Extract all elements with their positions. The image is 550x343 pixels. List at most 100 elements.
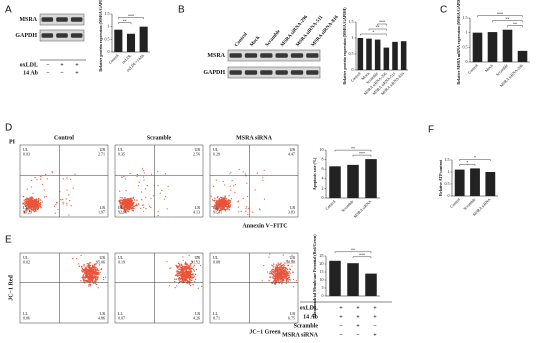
event-dot (125, 190, 127, 192)
event-dot (277, 280, 279, 282)
treatment-sign: − (356, 332, 360, 338)
event-dot (170, 267, 172, 269)
quadrant-name: UR (194, 147, 200, 152)
event-dot (263, 169, 265, 171)
event-dot (186, 263, 189, 265)
event-dot (82, 280, 85, 282)
event-dot (138, 181, 140, 183)
event-dot (228, 204, 230, 207)
event-dot (288, 278, 291, 281)
event-dot (174, 274, 177, 276)
event-dot (183, 271, 185, 274)
event-dot (247, 213, 249, 216)
event-dot (182, 260, 184, 262)
event-dot (217, 199, 219, 201)
event-dot (32, 201, 34, 204)
event-dot (186, 282, 188, 284)
event-dot (292, 271, 294, 273)
event-dot (122, 212, 124, 214)
event-dot (56, 202, 58, 204)
event-dot (223, 205, 225, 208)
blot-band (41, 17, 54, 22)
event-dot (254, 189, 256, 191)
event-dot (280, 276, 282, 278)
event-dot (22, 202, 24, 204)
sig-label: ** (376, 25, 380, 30)
blot-band (260, 70, 273, 75)
event-dot (38, 197, 40, 200)
event-dot (283, 280, 285, 282)
event-dot (176, 285, 178, 287)
event-dot (286, 268, 289, 271)
event-dot (182, 274, 184, 276)
event-dot (179, 266, 181, 268)
event-dot (193, 276, 195, 278)
treatment-sign: − (373, 323, 377, 329)
event-dot (270, 276, 272, 278)
event-dot (137, 185, 140, 187)
event-dot (218, 199, 221, 202)
event-dot (26, 207, 28, 209)
event-dot (280, 278, 282, 281)
treatment-label: MSRA siRNA (282, 332, 319, 338)
sig-bracket (334, 251, 372, 254)
sig-label: ** (123, 18, 127, 23)
quadrant-name: UL (213, 255, 219, 260)
event-dot (227, 203, 229, 205)
bar (114, 29, 123, 52)
y-axis-label: Relative protein expression (MSRA/GAPDH) (98, 0, 103, 72)
event-dot (121, 201, 123, 204)
event-dot (275, 269, 277, 271)
event-dot (211, 198, 213, 200)
blot-band (306, 70, 319, 75)
event-dot (142, 168, 144, 170)
event-dot (25, 202, 27, 205)
sig-bracket (507, 25, 523, 28)
event-dot (84, 270, 86, 272)
event-dot (192, 284, 194, 286)
event-dot (189, 276, 192, 278)
y-axis-label: Relative ATP content (438, 159, 443, 196)
event-dot (28, 210, 30, 213)
event-dot (62, 198, 64, 201)
sig-label: *** (497, 11, 503, 16)
event-dot (157, 185, 159, 187)
event-dot (217, 212, 219, 214)
event-dot (97, 278, 99, 280)
event-dot (224, 208, 226, 211)
treatment-sign: + (373, 314, 377, 320)
event-dot (33, 199, 35, 201)
event-dot (213, 185, 215, 187)
event-dot (35, 201, 37, 204)
event-dot (127, 210, 130, 213)
event-dot (43, 189, 45, 191)
quadrant-name: UR (289, 255, 295, 260)
event-dot (186, 277, 188, 279)
event-dot (157, 171, 159, 173)
event-dot (274, 267, 277, 270)
event-dot (81, 268, 84, 270)
event-dot (62, 201, 64, 204)
event-dot (26, 204, 28, 206)
event-dot (217, 208, 219, 210)
event-dot (92, 265, 94, 267)
sig-label: * (474, 155, 476, 160)
event-dot (273, 263, 275, 265)
event-dot (40, 207, 42, 209)
y-tick-label: 1.5 (349, 19, 354, 24)
sig-bracket (352, 256, 372, 259)
event-dot (98, 264, 101, 266)
quadrant-value: 0.06 (23, 315, 30, 320)
event-dot (143, 206, 145, 208)
event-dot (24, 205, 27, 208)
event-dot (66, 189, 68, 191)
bar (392, 41, 398, 70)
event-dot (89, 285, 92, 287)
y-tick-label: 1 (466, 30, 468, 35)
event-dot (246, 206, 248, 208)
event-dot (217, 205, 219, 207)
event-dot (41, 183, 44, 185)
event-dot (221, 204, 224, 207)
event-dot (143, 179, 145, 181)
event-dot (92, 267, 94, 269)
